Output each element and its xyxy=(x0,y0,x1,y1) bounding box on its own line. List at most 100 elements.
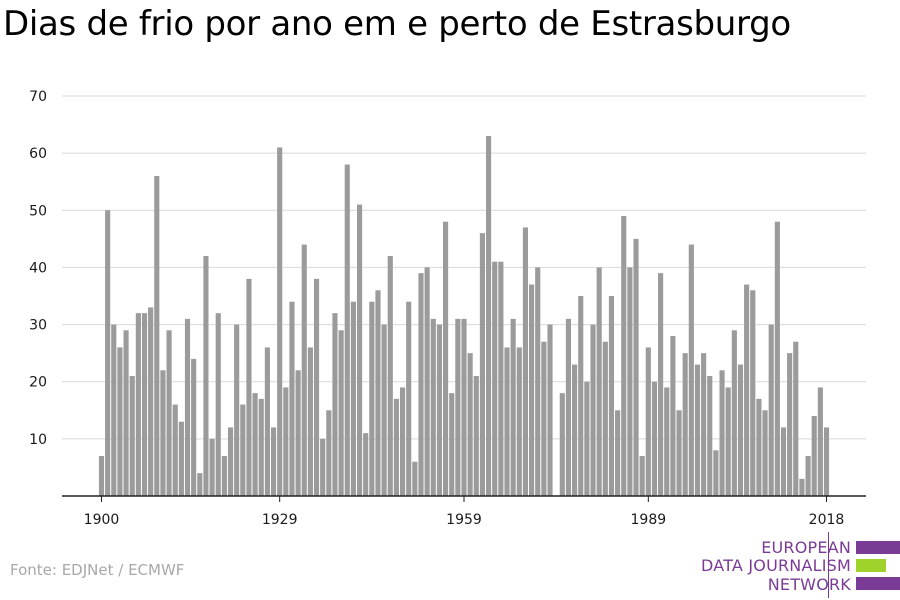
bar-1912 xyxy=(172,404,178,496)
bar-1904 xyxy=(123,330,129,496)
bar-1914 xyxy=(184,318,191,496)
bar-1906 xyxy=(135,313,141,496)
bar-2007 xyxy=(756,398,762,496)
bar-2009 xyxy=(768,324,774,496)
bar-2016 xyxy=(811,416,817,496)
bar-1961 xyxy=(473,376,479,496)
edjnet-logo: EUROPEAN DATA JOURNALISM NETWORK xyxy=(700,532,900,600)
x-tick-label: 1959 xyxy=(446,512,482,528)
bar-1992 xyxy=(664,387,670,496)
bar-1956 xyxy=(443,221,449,496)
x-tick-label: 1900 xyxy=(84,512,120,528)
logo-bar-purple-top xyxy=(856,541,900,554)
bar-2003 xyxy=(731,330,737,496)
bar-1920 xyxy=(221,456,227,496)
bar-1973 xyxy=(547,324,553,496)
bar-1918 xyxy=(209,438,215,496)
bar-1910 xyxy=(160,370,166,496)
bar-1933 xyxy=(301,244,307,496)
bar-1949 xyxy=(399,387,406,496)
x-axis-ticks: 1900 1929 1959 1989 2018 xyxy=(84,496,844,528)
bar-2008 xyxy=(762,410,768,496)
bar-1930 xyxy=(283,387,289,496)
bar-1969 xyxy=(522,227,529,496)
bar-1989 xyxy=(645,347,651,496)
bar-1924 xyxy=(246,278,252,496)
bar-1944 xyxy=(369,301,375,496)
chart-title: Dias de frio por ano em e perto de Estra… xyxy=(3,4,791,44)
bar-1979 xyxy=(584,381,590,496)
bar-1950 xyxy=(406,301,412,496)
bar-1919 xyxy=(215,313,221,496)
bar-1965 xyxy=(498,261,504,496)
bar-1908 xyxy=(148,307,154,496)
y-tick-label: 10 xyxy=(29,432,47,448)
bar-1966 xyxy=(504,347,510,496)
bar-1987 xyxy=(633,238,639,497)
bar-1948 xyxy=(393,398,399,496)
x-tick-label: 1989 xyxy=(631,512,667,528)
bar-1981 xyxy=(596,267,602,496)
bar-1954 xyxy=(430,318,436,496)
bar-1940 xyxy=(344,164,350,496)
bar-1978 xyxy=(578,296,584,496)
bar-1941 xyxy=(350,301,356,496)
bar-2004 xyxy=(737,364,744,496)
y-tick-label: 30 xyxy=(29,318,47,334)
bar-1964 xyxy=(492,261,498,496)
bar-1901 xyxy=(105,210,111,497)
bar-2006 xyxy=(750,290,756,496)
bar-1900 xyxy=(98,456,105,496)
y-tick-label: 60 xyxy=(29,146,47,162)
bar-1926 xyxy=(258,398,264,496)
y-tick-label: 70 xyxy=(29,89,47,105)
bar-1999 xyxy=(707,376,713,496)
bar-1931 xyxy=(289,301,295,496)
bar-1977 xyxy=(572,364,578,496)
bar-1970 xyxy=(529,284,535,496)
bar-1995 xyxy=(682,353,688,496)
bar-1952 xyxy=(418,273,424,496)
bar-1909 xyxy=(154,176,160,496)
bar-1980 xyxy=(590,324,596,496)
bar-1976 xyxy=(565,318,572,496)
bar-2010 xyxy=(774,221,780,496)
bar-1915 xyxy=(191,358,197,496)
y-tick-label: 50 xyxy=(29,203,47,219)
bar-1927 xyxy=(264,347,270,496)
logo-bar-green xyxy=(856,559,886,572)
bar-2005 xyxy=(744,284,750,496)
bar-1958 xyxy=(455,318,461,496)
bar-1971 xyxy=(535,267,541,496)
bar-1990 xyxy=(651,381,658,496)
bar-2015 xyxy=(805,456,811,496)
bar-2014 xyxy=(799,478,805,496)
bar-1993 xyxy=(670,336,676,496)
bar-1934 xyxy=(307,347,313,496)
bar-1905 xyxy=(129,376,135,496)
bar-1946 xyxy=(381,324,387,496)
bar-1985 xyxy=(621,216,627,496)
bar-1945 xyxy=(375,290,381,496)
bar-1907 xyxy=(141,313,148,496)
bar-2018 xyxy=(823,427,830,496)
y-tick-label: 20 xyxy=(29,375,47,391)
source-credit: Fonte: EDJNet / ECMWF xyxy=(10,561,185,579)
bar-1963 xyxy=(486,136,492,496)
bar-1923 xyxy=(240,404,246,496)
bar-1982 xyxy=(602,341,608,496)
bar-1975 xyxy=(559,393,565,496)
bar-1960 xyxy=(467,353,473,496)
bar-1932 xyxy=(295,370,301,496)
bar-1942 xyxy=(356,204,363,496)
bar-1913 xyxy=(178,421,184,496)
bar-1937 xyxy=(326,410,332,496)
logo-bar-purple-bottom xyxy=(856,577,900,590)
bar-1994 xyxy=(676,410,682,496)
bar-1935 xyxy=(313,278,320,496)
bar-1991 xyxy=(658,273,664,496)
bar-2000 xyxy=(713,450,719,496)
y-axis-ticks: 10 20 30 40 50 60 70 xyxy=(29,89,47,448)
bar-1903 xyxy=(117,347,123,496)
